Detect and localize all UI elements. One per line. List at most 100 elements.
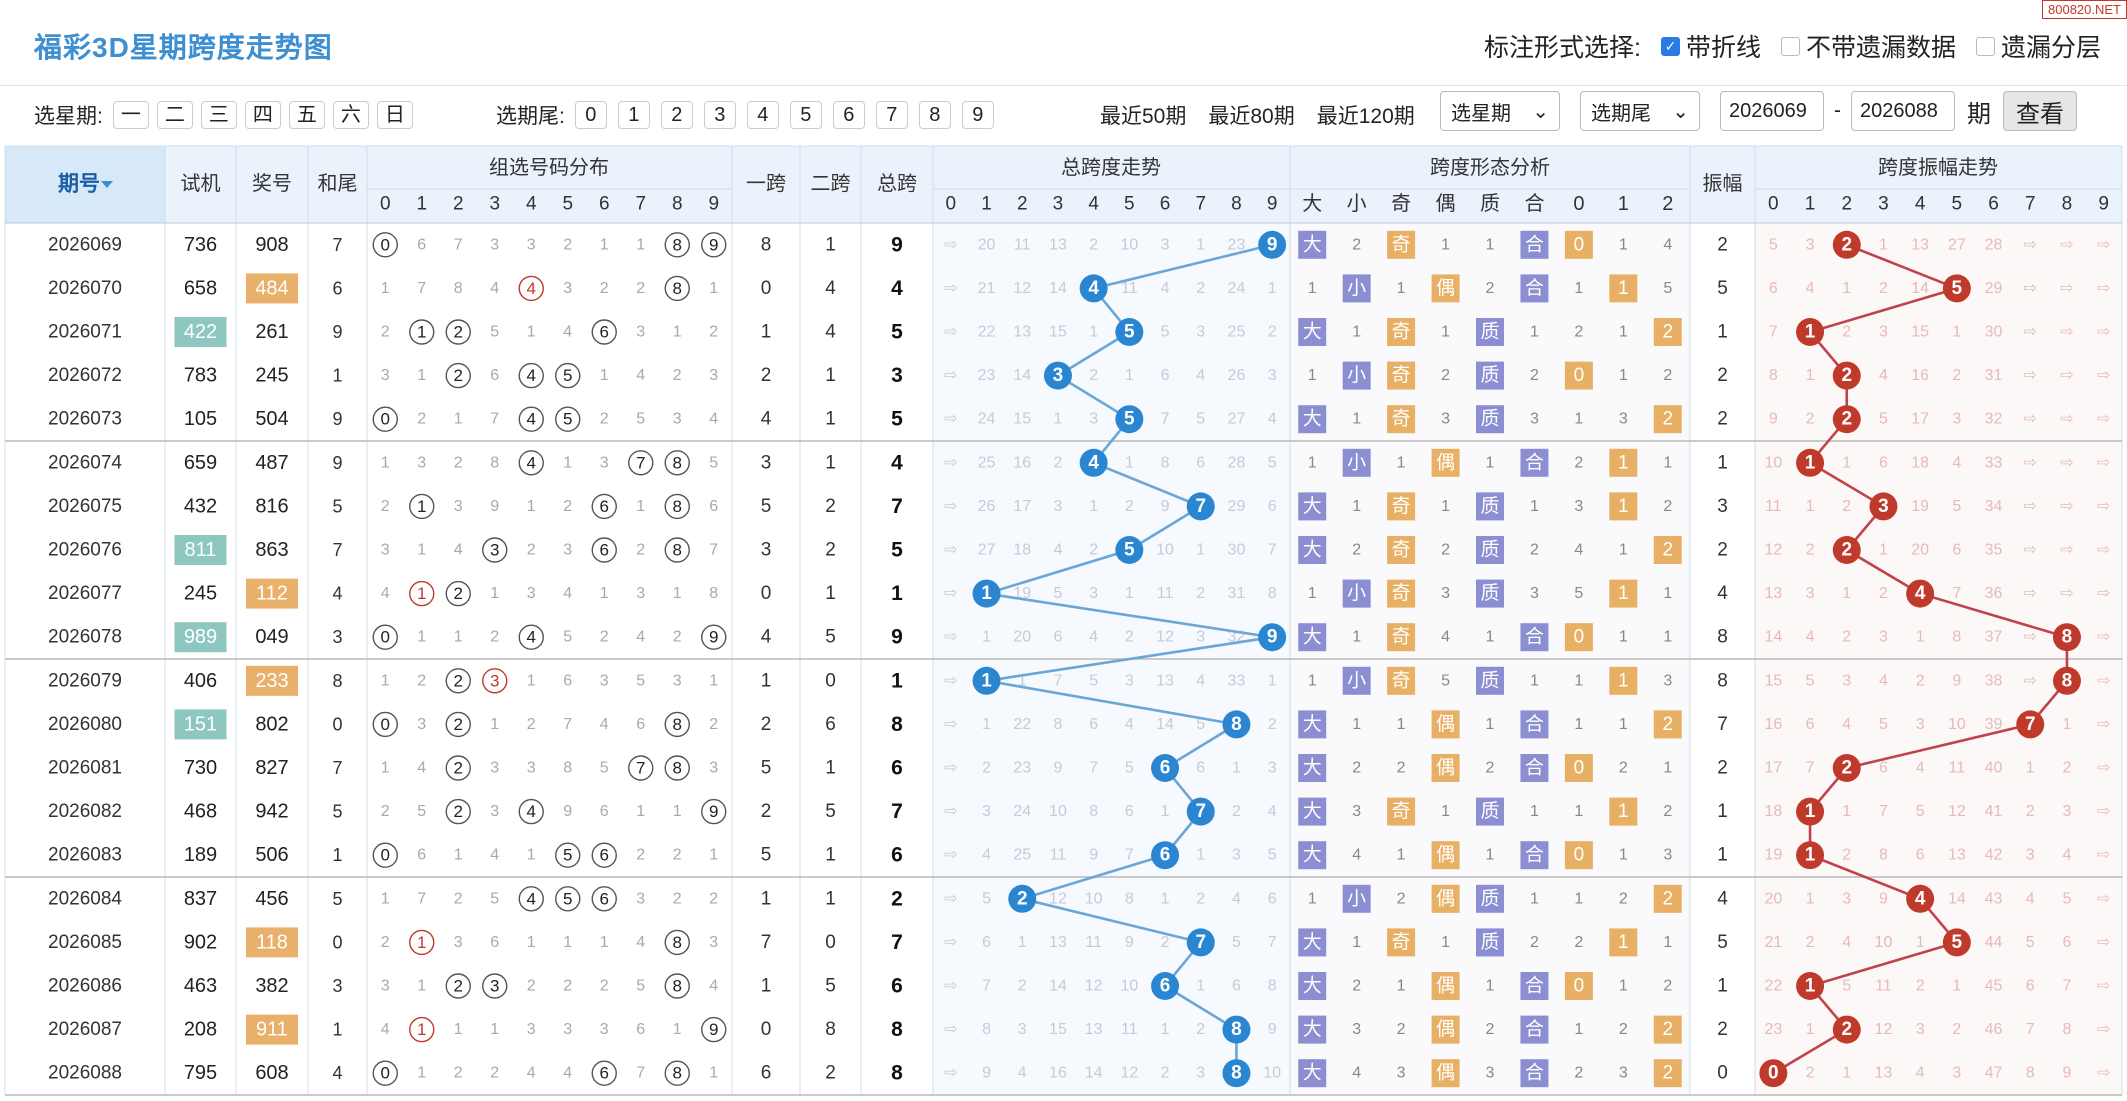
shape-hit: 0 <box>1574 845 1585 866</box>
sort-down-icon[interactable] <box>101 181 113 188</box>
option-missing-layer[interactable]: 遗漏分层 <box>1975 28 2101 64</box>
weekday-button-7[interactable]: 日 <box>376 101 413 129</box>
amp-miss: 1 <box>2062 716 2071 733</box>
amp-miss: 6 <box>1879 454 1888 471</box>
amp-miss: 6 <box>2026 978 2035 995</box>
span-trend-value: 4 <box>1088 278 1099 299</box>
tail-button-4[interactable]: 4 <box>746 101 779 129</box>
span2-cell: 1 <box>825 409 836 430</box>
dist-miss: 1 <box>709 847 718 864</box>
dist-hit-ring <box>664 1060 690 1086</box>
amp-miss: 2 <box>1842 498 1851 515</box>
trend-digit-4: 4 <box>1088 194 1099 215</box>
shape-tag <box>1431 274 1460 303</box>
dist-hit-ring <box>555 362 581 389</box>
span-trend-point <box>1079 274 1108 303</box>
amp-trend-point <box>1832 361 1861 390</box>
shape-hit: 1 <box>1618 932 1629 953</box>
tail-button-6[interactable]: 6 <box>832 101 865 129</box>
dist-hit-ring <box>445 668 471 694</box>
shape-tag <box>1298 841 1327 870</box>
tail-button-3[interactable]: 3 <box>703 101 736 129</box>
option-no-missing[interactable]: 不带遗漏数据 <box>1780 28 1956 64</box>
shape-miss: 1 <box>1530 324 1539 341</box>
trend-miss: 3 <box>982 803 991 820</box>
shape-tag <box>1653 318 1682 346</box>
sumtail-cell: 1 <box>332 366 342 386</box>
shape-tag <box>1653 536 1682 564</box>
weekday-button-2[interactable]: 二 <box>156 101 193 129</box>
span-trend-point <box>1186 928 1215 957</box>
checkbox-icon[interactable] <box>1975 36 1995 56</box>
tail-button-1[interactable]: 1 <box>617 101 650 129</box>
from-period-input[interactable] <box>1720 91 1824 131</box>
dist-miss: 2 <box>673 367 682 384</box>
weekday-button-3[interactable]: 三 <box>200 101 237 129</box>
amp-miss: 6 <box>1952 542 1961 559</box>
dist-miss: 3 <box>636 324 645 341</box>
span-trend-value: 2 <box>1017 888 1028 909</box>
dist-miss: 7 <box>709 542 718 559</box>
dist-miss: 4 <box>709 978 718 995</box>
shape-hit: 奇 <box>1392 539 1411 561</box>
dist-miss: 1 <box>454 629 463 646</box>
tail-button-7[interactable]: 7 <box>875 101 908 129</box>
recent-80-link[interactable]: 最近80期 <box>1208 105 1295 128</box>
weekday-button-5[interactable]: 五 <box>288 101 325 129</box>
span-cell: 6 <box>891 844 903 867</box>
trend-miss: 2 <box>1161 934 1170 951</box>
tail-button-0[interactable]: 0 <box>574 101 607 129</box>
amp-miss: 5 <box>1916 803 1925 820</box>
tail-button-2[interactable]: 2 <box>660 101 693 129</box>
amp-cell: 4 <box>1717 583 1728 604</box>
weekday-button-6[interactable]: 六 <box>332 101 369 129</box>
amp-digit-3: 3 <box>1878 194 1889 215</box>
dist-miss: 1 <box>454 411 463 428</box>
amp-miss: 10 <box>1764 454 1782 471</box>
span-trend-point <box>1151 841 1180 870</box>
shape-miss: 1 <box>1486 454 1495 471</box>
checkbox-checked-icon[interactable]: ✓ <box>1660 36 1680 56</box>
trend-miss: 22 <box>978 324 996 341</box>
weekday-button-1[interactable]: 一 <box>112 101 149 129</box>
option-label: 遗漏分层 <box>2000 34 2101 62</box>
shape-miss: 1 <box>1397 280 1406 297</box>
prize-cell: 827 <box>255 757 288 779</box>
dist-hit: 8 <box>673 279 682 298</box>
tail-button-8[interactable]: 8 <box>918 101 951 129</box>
shape-tag <box>1476 405 1504 434</box>
trend-miss: 11 <box>1014 236 1031 253</box>
tail-select[interactable]: 选期尾 ⌄ <box>1580 91 1700 131</box>
shape-hit: 质 <box>1480 539 1499 561</box>
amp-miss: ⇨ <box>2097 542 2110 559</box>
dist-hit-ring <box>628 450 654 476</box>
tail-button-5[interactable]: 5 <box>789 101 822 129</box>
shape-miss: 3 <box>1352 1021 1361 1038</box>
checkbox-icon[interactable] <box>1780 36 1800 56</box>
recent-120-link[interactable]: 最近120期 <box>1316 105 1415 128</box>
tail-button-9[interactable]: 9 <box>961 101 994 129</box>
shape-miss: 2 <box>1397 760 1406 777</box>
trend-miss: 1 <box>1125 454 1134 471</box>
weekday-button-4[interactable]: 四 <box>244 101 281 129</box>
trend-miss: 8 <box>1089 803 1098 820</box>
shape-hit: 质 <box>1480 364 1499 386</box>
amp-miss: 39 <box>1985 716 2003 733</box>
query-button[interactable]: 查看 <box>2003 91 2077 131</box>
trend-miss: 14 <box>1085 1065 1103 1082</box>
amp-miss: 2 <box>2062 760 2071 777</box>
amp-miss: 4 <box>1879 672 1888 689</box>
recent-50-link[interactable]: 最近50期 <box>1100 105 1187 128</box>
amp-miss: 36 <box>1985 585 2003 602</box>
trial-cell: 659 <box>184 452 217 474</box>
span-trend-value: 9 <box>1267 234 1278 255</box>
dist-miss: 2 <box>600 629 609 646</box>
amp-miss: 1 <box>1879 236 1888 253</box>
weekday-select[interactable]: 选星期 ⌄ <box>1440 91 1560 131</box>
dist-hit: 4 <box>527 453 536 472</box>
dist-miss: 2 <box>563 498 572 515</box>
amp-miss: 7 <box>2062 978 2071 995</box>
option-with-line[interactable]: ✓ 带折线 <box>1660 28 1761 64</box>
to-period-input[interactable] <box>1851 91 1955 131</box>
shape-hit: 2 <box>1662 1019 1673 1040</box>
